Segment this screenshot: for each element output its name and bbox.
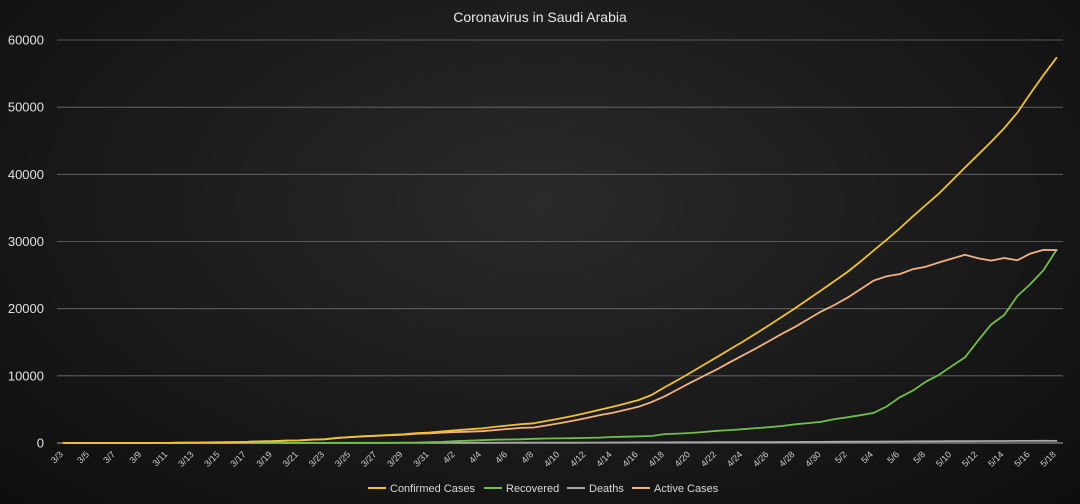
x-tick-label: 5/14 [986,449,1005,468]
x-tick-label: 4/6 [493,449,509,465]
x-tick-label: 4/16 [620,449,639,468]
x-tick-label: 5/18 [1038,449,1057,468]
x-tick-label: 3/27 [359,449,378,468]
x-tick-label: 3/7 [101,449,117,465]
legend-label: Confirmed Cases [390,483,475,495]
legend-item: Confirmed Cases [368,483,475,495]
x-tick-label: 4/22 [699,449,718,468]
y-tick-label: 50000 [8,100,44,115]
x-tick-label: 3/23 [307,449,326,468]
series-lines [62,56,1058,444]
x-tick-label: 4/24 [725,449,744,468]
x-tick-label: 3/15 [202,449,221,468]
x-tick-label: 5/10 [934,449,953,468]
x-tick-label: 4/20 [673,449,692,468]
legend-item: Active Cases [632,483,719,495]
x-tick-label: 5/4 [859,449,875,465]
y-tick-label: 10000 [8,368,44,383]
x-tick-label: 3/19 [255,449,274,468]
x-tick-label: 4/26 [751,449,770,468]
legend-item: Recovered [484,483,559,495]
y-tick-label: 20000 [8,301,44,316]
x-tick-label: 3/3 [49,449,65,465]
legend-label: Recovered [506,483,559,495]
gridlines [57,39,1063,444]
x-tick-label: 4/12 [568,449,587,468]
x-tick-label: 3/21 [281,449,300,468]
x-tick-label: 3/25 [333,449,352,468]
x-tick-label: 3/31 [411,449,430,468]
x-tick-label: 4/8 [519,449,535,465]
legend-label: Active Cases [654,483,719,495]
y-axis-ticks: 0 10000 20000 30000 40000 50000 60000 [8,33,44,451]
x-tick-label: 4/2 [441,449,457,465]
series-line-recovered [62,248,1058,444]
x-tick-label: 5/16 [1012,449,1031,468]
y-tick-label: 60000 [8,33,44,48]
x-tick-label: 3/17 [228,449,247,468]
series-line-confirmed-cases [62,56,1058,444]
x-tick-label: 4/4 [467,449,483,465]
x-tick-label: 4/14 [594,449,613,468]
y-tick-label: 30000 [8,234,44,249]
x-tick-label: 3/5 [75,449,91,465]
x-tick-label: 5/8 [911,449,927,465]
x-tick-label: 4/10 [542,449,561,468]
x-tick-label: 4/28 [777,449,796,468]
x-tick-label: 4/18 [646,449,665,468]
x-tick-label: 3/11 [150,449,169,468]
x-tick-label: 5/6 [885,449,901,465]
x-tick-label: 3/9 [127,449,143,465]
x-tick-label: 4/30 [803,449,822,468]
x-axis-ticks: 3/3 3/5 3/7 3/9 3/11 3/13 3/15 3/17 3/19 3/21 3/23… [49,449,1058,468]
x-tick-label: 3/13 [176,449,195,468]
legend-label: Deaths [589,483,624,495]
x-tick-label: 5/2 [833,449,849,465]
legend: Confirmed Cases Recovered Deaths Active Cas… [368,483,719,495]
y-tick-label: 0 [37,436,44,451]
x-tick-label: 5/12 [960,449,979,468]
chart-title: Coronavirus in Saudi Arabia [453,9,627,25]
x-tick-label: 3/29 [385,449,404,468]
y-tick-label: 40000 [8,167,44,182]
legend-item: Deaths [567,483,624,495]
series-line-active-cases [62,248,1058,444]
